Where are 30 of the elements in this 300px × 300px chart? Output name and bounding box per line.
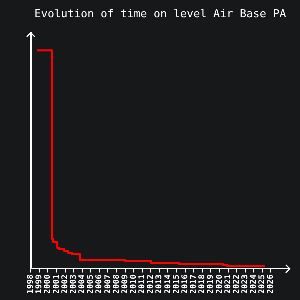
x-tick-label: 2005 xyxy=(86,274,96,294)
x-tick-label: 2007 xyxy=(103,274,112,294)
x-tick-label: 2006 xyxy=(94,274,104,294)
x-tick-label: 2001 xyxy=(52,274,61,294)
x-tick-label: 2004 xyxy=(78,274,87,294)
x-tick-label: 2024 xyxy=(249,274,258,294)
x-tick-label: 2018 xyxy=(198,274,207,294)
x-tick-label: 2002 xyxy=(60,274,70,294)
x-tick-label: 2016 xyxy=(180,274,190,294)
x-tick-label: 2009 xyxy=(120,274,130,294)
x-tick-label: 2008 xyxy=(112,274,121,294)
x-tick-label: 2015 xyxy=(172,274,181,294)
x-tick-label: 2026 xyxy=(266,274,276,294)
x-tick-label: 2021 xyxy=(223,274,232,294)
x-tick-label: 2000 xyxy=(43,274,52,294)
x-tick-label: 2019 xyxy=(206,274,216,294)
x-tick-label: 1998 xyxy=(26,274,36,294)
x-tick-label: 2012 xyxy=(146,274,156,294)
x-tick-label: 2010 xyxy=(128,274,138,294)
x-tick-label: 2025 xyxy=(258,274,267,294)
x-tick-label: 2013 xyxy=(154,274,164,294)
x-tick-label: 2022 xyxy=(232,274,241,294)
x-tick-label: 2014 xyxy=(163,274,172,294)
x-tick-label: 2011 xyxy=(138,274,147,294)
chart-title: Evolution of time on level Air Base PA xyxy=(34,7,287,20)
x-tick-label: 1999 xyxy=(34,274,44,294)
x-tick-label: 2003 xyxy=(68,274,78,294)
x-tick-label: 2020 xyxy=(214,274,224,294)
x-tick-label: 2023 xyxy=(240,274,250,294)
x-tick-label: 2017 xyxy=(189,274,198,294)
